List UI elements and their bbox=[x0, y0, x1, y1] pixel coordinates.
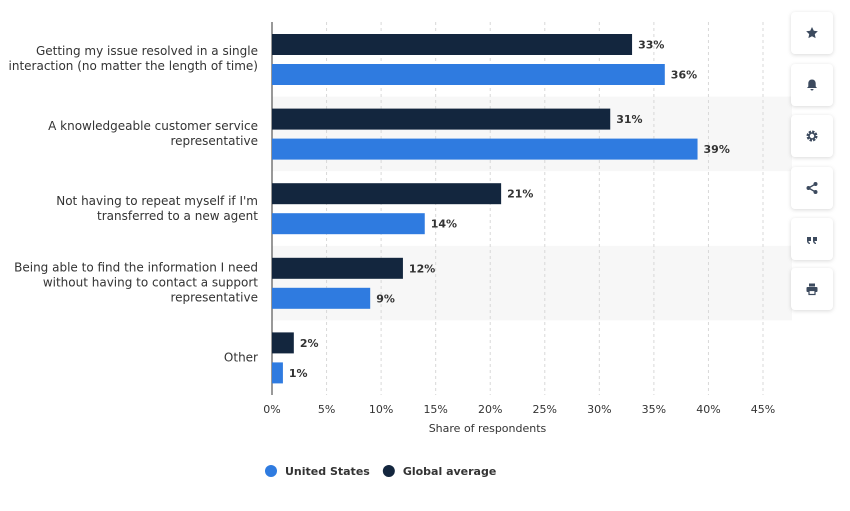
x-tick-label: 35% bbox=[642, 403, 666, 416]
bar bbox=[272, 362, 283, 384]
value-label: 2% bbox=[300, 337, 319, 350]
band-background bbox=[272, 96, 792, 172]
bar bbox=[272, 332, 294, 354]
value-label: 14% bbox=[431, 218, 457, 231]
settings-button[interactable] bbox=[791, 115, 833, 157]
legend-label: Global average bbox=[403, 465, 497, 478]
category-label: Not having to repeat myself if I'm trans… bbox=[56, 193, 258, 223]
favorite-button[interactable] bbox=[791, 12, 833, 54]
bar bbox=[272, 138, 698, 160]
alert-button[interactable] bbox=[791, 64, 833, 106]
print-icon bbox=[806, 283, 818, 296]
share-icon bbox=[806, 182, 818, 194]
category-label: Being able to find the information I nee… bbox=[14, 260, 258, 305]
bar bbox=[272, 183, 502, 205]
star-icon bbox=[806, 27, 818, 39]
x-tick-label: 20% bbox=[478, 403, 502, 416]
category-label: Other bbox=[223, 350, 258, 365]
bar bbox=[272, 257, 403, 279]
bar bbox=[272, 34, 633, 55]
bar bbox=[272, 287, 371, 309]
category-label: Getting my issue resolved in a single in… bbox=[8, 44, 259, 74]
value-label: 36% bbox=[671, 69, 697, 82]
x-tick-label: 0% bbox=[263, 403, 280, 416]
x-axis-label: Share of respondents bbox=[429, 422, 547, 435]
x-tick-label: 40% bbox=[696, 403, 720, 416]
value-label: 33% bbox=[638, 39, 664, 52]
legend-label: United States bbox=[285, 465, 370, 478]
value-label: 1% bbox=[289, 367, 308, 380]
band-background bbox=[272, 245, 792, 321]
value-label: 39% bbox=[704, 143, 730, 156]
bar bbox=[272, 108, 611, 130]
legend-marker bbox=[265, 465, 277, 477]
bar bbox=[272, 213, 425, 235]
value-label: 31% bbox=[616, 113, 642, 126]
x-tick-label: 10% bbox=[369, 403, 393, 416]
quote-icon bbox=[807, 237, 817, 244]
x-tick-label: 5% bbox=[318, 403, 335, 416]
gear-icon bbox=[806, 130, 818, 142]
x-tick-label: 25% bbox=[533, 403, 557, 416]
value-label: 12% bbox=[409, 262, 435, 275]
x-tick-label: 30% bbox=[587, 403, 611, 416]
cite-button[interactable] bbox=[791, 218, 833, 260]
bell-icon bbox=[807, 79, 817, 91]
bar bbox=[272, 64, 665, 85]
value-label: 9% bbox=[376, 292, 395, 305]
x-tick-label: 15% bbox=[423, 403, 447, 416]
x-tick-label: 45% bbox=[751, 403, 775, 416]
share-button[interactable] bbox=[791, 167, 833, 209]
value-label: 21% bbox=[507, 188, 533, 201]
print-button[interactable] bbox=[791, 268, 833, 310]
category-label: A knowledgeable customer service represe… bbox=[48, 118, 258, 148]
legend-marker bbox=[382, 465, 395, 477]
